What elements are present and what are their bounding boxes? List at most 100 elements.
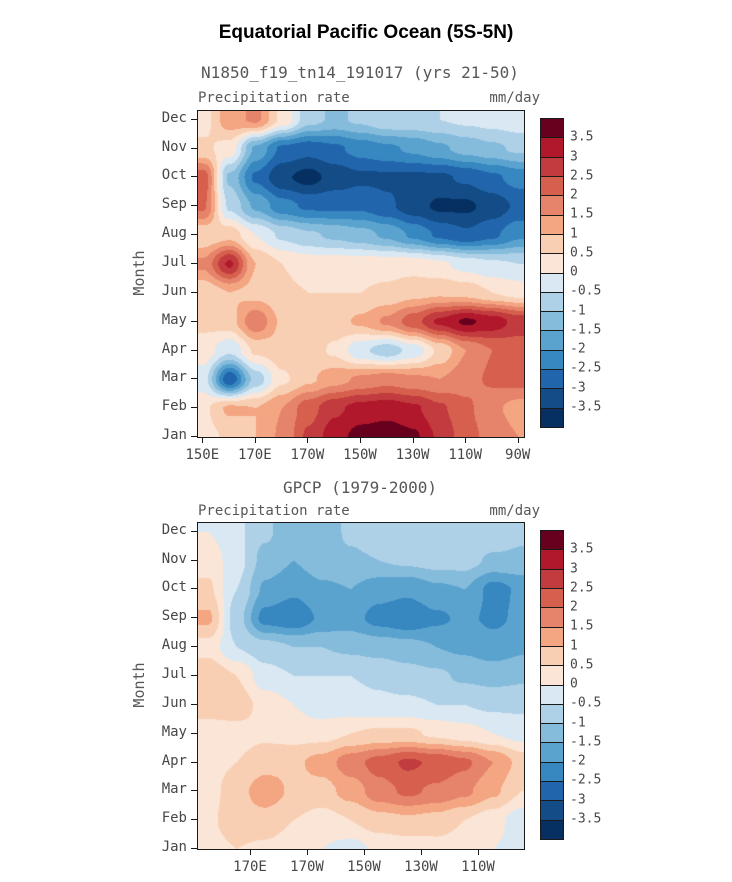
model-colorbar-segment bbox=[541, 137, 563, 157]
model-y-tick bbox=[191, 407, 197, 409]
obs-colorbar-label: 1 bbox=[570, 638, 578, 653]
model-colorbar-segment bbox=[541, 272, 563, 292]
obs-colorbar-segment bbox=[541, 703, 563, 724]
model-colorbar-segment bbox=[541, 407, 563, 427]
obs-x-tick bbox=[478, 849, 479, 855]
model-x-tick-label-170w: 170W bbox=[290, 447, 325, 463]
obs-y-tick-label-jun: Jun bbox=[161, 694, 187, 711]
model-x-tick bbox=[465, 437, 467, 443]
obs-y-tick-label-nov: Nov bbox=[161, 550, 187, 567]
model-x-tick-label-170e: 170E bbox=[237, 447, 272, 463]
model-y-tick bbox=[191, 262, 197, 264]
obs-colorbar-label: 0.5 bbox=[570, 657, 594, 673]
model-y-tick bbox=[191, 349, 197, 351]
model-x-tick bbox=[517, 437, 519, 443]
model-colorbar-label: 2.5 bbox=[570, 168, 594, 184]
model-colorbar-label: -2.5 bbox=[570, 360, 602, 376]
model-precip-label: Precipitation rate bbox=[198, 90, 350, 106]
model-colorbar-segment bbox=[541, 119, 563, 138]
model-x-tick bbox=[360, 437, 361, 443]
obs-colorbar-segment bbox=[541, 607, 563, 627]
obs-colorbar-label: 3.5 bbox=[570, 541, 594, 557]
figure-title: Equatorial Pacific Ocean (5S-5N) bbox=[218, 22, 514, 43]
obs-precip-label: Precipitation rate bbox=[198, 503, 350, 519]
model-x-tick-label-90w: 90W bbox=[505, 447, 531, 463]
model-colorbar-label: -0.5 bbox=[570, 283, 602, 299]
model-y-tick-label-oct: Oct bbox=[161, 167, 187, 184]
obs-colorbar-label: -3.5 bbox=[570, 811, 602, 827]
model-colorbar-segment bbox=[541, 388, 563, 408]
model-colorbar-label: -3 bbox=[570, 380, 586, 395]
model-colorbar-segment bbox=[541, 195, 563, 215]
model-y-tick-label-jun: Jun bbox=[161, 282, 187, 299]
model-y-tick-label-feb: Feb bbox=[161, 398, 187, 415]
model-colorbar-label: -1 bbox=[570, 303, 586, 318]
obs-colorbar-label: 1.5 bbox=[570, 618, 594, 634]
model-x-tick bbox=[307, 437, 309, 443]
obs-y-tick bbox=[191, 674, 197, 676]
model-colorbar-label: 0 bbox=[570, 264, 578, 280]
obs-y-tick-label-aug: Aug bbox=[161, 637, 187, 654]
model-y-tick bbox=[191, 118, 197, 120]
obs-y-tick bbox=[191, 703, 197, 705]
model-colorbar-segment bbox=[541, 233, 563, 254]
model-colorbar-segment bbox=[541, 175, 563, 196]
obs-y-tick-label-feb: Feb bbox=[161, 810, 187, 827]
obs-y-tick bbox=[191, 617, 197, 619]
model-heatmap-canvas bbox=[198, 111, 524, 437]
model-x-tick-label-150w: 150W bbox=[343, 447, 377, 463]
obs-colorbar-segment bbox=[541, 626, 563, 646]
obs-y-tick bbox=[191, 848, 197, 849]
obs-colorbar bbox=[540, 530, 564, 840]
obs-colorbar-label: -0.5 bbox=[570, 695, 602, 711]
model-units-label: mm/day bbox=[489, 90, 540, 106]
model-y-tick-label-jul: Jul bbox=[161, 253, 187, 270]
obs-y-tick-label-dec: Dec bbox=[161, 521, 187, 538]
obs-colorbar-segment bbox=[541, 568, 563, 588]
model-colorbar-segment bbox=[541, 156, 563, 176]
obs-colorbar-segment bbox=[541, 549, 563, 569]
obs-colorbar-label: -1.5 bbox=[570, 734, 602, 750]
obs-x-tick-label-170e: 170E bbox=[233, 859, 267, 875]
model-y-tick-label-sep: Sep bbox=[161, 196, 187, 213]
obs-colorbar-segment bbox=[541, 819, 563, 839]
obs-x-tick-label-150w: 150W bbox=[347, 859, 381, 875]
obs-y-tick-label-mar: Mar bbox=[161, 781, 187, 798]
model-y-tick-label-aug: Aug bbox=[161, 225, 187, 242]
obs-x-tick-label-170w: 170W bbox=[290, 859, 324, 875]
obs-y-tick bbox=[191, 646, 197, 648]
obs-y-tick bbox=[191, 588, 197, 590]
obs-x-tick bbox=[307, 849, 308, 855]
obs-colorbar-label: -1 bbox=[570, 715, 586, 730]
obs-y-tick bbox=[191, 819, 197, 821]
model-x-tick-label-110w: 110W bbox=[448, 447, 483, 463]
model-colorbar-segment bbox=[541, 291, 563, 312]
model-colorbar-segment bbox=[541, 214, 563, 234]
model-colorbar-segment bbox=[541, 349, 563, 370]
model-y-tick bbox=[191, 205, 197, 207]
model-x-tick bbox=[254, 437, 256, 443]
obs-x-tick-label-130w: 130W bbox=[404, 859, 438, 875]
model-colorbar-label: 1.5 bbox=[570, 206, 594, 222]
obs-x-tick bbox=[364, 849, 365, 855]
model-plot-frame bbox=[197, 110, 525, 438]
model-subtitle: N1850_f19_tn14_191017 (yrs 21-50) bbox=[201, 63, 519, 82]
obs-y-tick bbox=[191, 790, 197, 792]
obs-colorbar-segment bbox=[541, 723, 563, 743]
obs-y-tick-label-apr: Apr bbox=[161, 752, 187, 769]
model-colorbar-label: 1 bbox=[570, 226, 578, 241]
obs-y-tick-label-may: May bbox=[161, 723, 187, 740]
model-y-tick-label-mar: Mar bbox=[161, 369, 187, 386]
model-x-tick-label-150e: 150E bbox=[185, 447, 220, 463]
obs-y-tick-label-sep: Sep bbox=[161, 608, 187, 625]
model-colorbar-segment bbox=[541, 311, 563, 331]
obs-subtitle: GPCP (1979-2000) bbox=[282, 478, 438, 497]
obs-colorbar-segment bbox=[541, 684, 563, 704]
obs-heatmap-canvas bbox=[198, 523, 524, 849]
obs-x-tick bbox=[250, 849, 251, 855]
obs-colorbar-label: 0 bbox=[570, 676, 578, 692]
model-y-tick bbox=[191, 291, 197, 293]
obs-x-tick bbox=[421, 849, 422, 855]
obs-y-tick bbox=[191, 761, 197, 763]
model-colorbar bbox=[540, 118, 564, 428]
